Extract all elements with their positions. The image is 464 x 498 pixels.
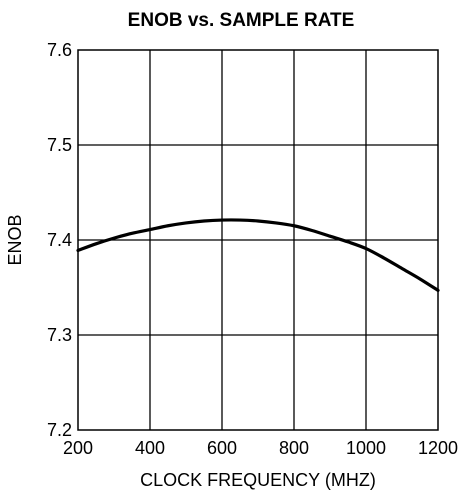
series-line	[76, 218, 440, 292]
x-tick-label: 1000	[346, 438, 386, 458]
x-axis-label: CLOCK FREQUENCY (MHZ)	[140, 470, 376, 490]
y-tick-label: 7.4	[47, 230, 72, 250]
y-tick-label: 7.5	[47, 135, 72, 155]
grid-lines	[78, 50, 438, 430]
x-tick-labels: 200 400 600 800 1000 1200	[63, 438, 458, 458]
x-tick-label: 600	[207, 438, 237, 458]
y-tick-label: 7.6	[47, 40, 72, 60]
y-tick-labels: 7.2 7.3 7.4 7.5 7.6	[47, 40, 72, 440]
chart-title: ENOB vs. SAMPLE RATE	[128, 10, 355, 31]
y-tick-label: 7.3	[47, 325, 72, 345]
plot-frame	[77, 49, 439, 431]
y-axis-label: ENOB	[5, 214, 25, 265]
x-tick-label: 1200	[418, 438, 458, 458]
y-tick-label: 7.2	[47, 420, 72, 440]
x-tick-label: 200	[63, 438, 93, 458]
x-tick-label: 400	[135, 438, 165, 458]
x-tick-label: 800	[279, 438, 309, 458]
